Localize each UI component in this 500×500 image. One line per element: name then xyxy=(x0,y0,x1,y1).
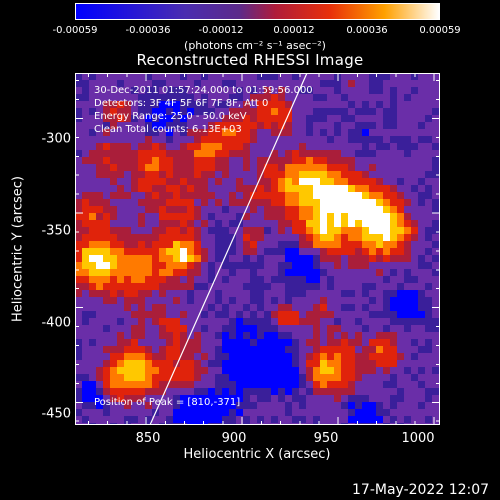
clean-counts-label: Clean Total counts: 6.13E+03 xyxy=(94,124,242,135)
plot-title: Reconstructed RHESSI Image xyxy=(136,51,364,69)
colorbar-tick: -0.00059 xyxy=(52,25,98,36)
peak-position-label: Position of Peak = [810,-371] xyxy=(94,397,241,408)
x-tick-label: 850 xyxy=(135,431,161,446)
colorbar-tick: -0.00036 xyxy=(125,25,171,36)
y-tick-label: -400 xyxy=(41,315,71,331)
colorbar-units: (photons cm⁻² s⁻¹ asec⁻²) xyxy=(184,39,326,52)
colorbar xyxy=(75,3,440,20)
x-tick-label: 950 xyxy=(313,431,339,446)
colorbar-tick: 0.00036 xyxy=(346,25,388,36)
y-tick-label: -300 xyxy=(41,131,71,147)
colorbar-tick: 0.00059 xyxy=(419,25,461,36)
axis-ticks xyxy=(75,73,440,425)
detectors-label: Detectors: 3F 4F 5F 6F 7F 8F, Att 0 xyxy=(94,98,269,109)
x-tick-label: 1000 xyxy=(401,431,435,446)
rhessi-image xyxy=(75,73,440,425)
x-tick-label: 900 xyxy=(221,431,247,446)
timestamp: 17-May-2022 12:07 xyxy=(352,482,490,498)
colorbar-tick: 0.00012 xyxy=(273,25,315,36)
solar-limb-line xyxy=(149,73,308,425)
time-range-label: 30-Dec-2011 01:57:24.000 to 01:59:56.000 xyxy=(94,85,313,96)
y-tick-label: -350 xyxy=(41,223,71,239)
y-axis-label: Heliocentric Y (arcsec) xyxy=(10,176,26,322)
energy-range-label: Energy Range: 25.0 - 50.0 keV xyxy=(94,111,247,122)
colorbar-tick: -0.00012 xyxy=(198,25,244,36)
image-pixels xyxy=(75,73,440,425)
x-axis-label: Heliocentric X (arcsec) xyxy=(183,447,331,462)
y-tick-label: -450 xyxy=(41,406,71,422)
